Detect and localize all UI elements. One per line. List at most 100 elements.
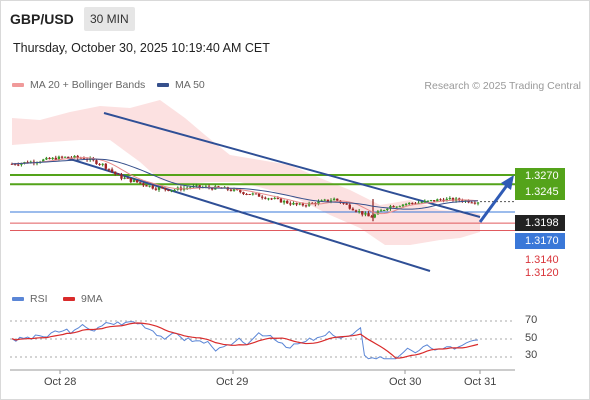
ma50-swatch [157, 83, 169, 88]
candle-body [264, 197, 267, 199]
x-tick-oct31: Oct 31 [464, 376, 497, 388]
x-tick-oct28: Oct 28 [44, 376, 77, 388]
candle-body [67, 156, 70, 158]
level-s2-label: 1.3140 [525, 254, 559, 266]
timeframe-badge[interactable]: 30 MIN [84, 7, 135, 31]
candle-body [401, 204, 405, 207]
candle-body [117, 173, 120, 175]
candle-body [79, 157, 83, 159]
timestamp: Thursday, October 30, 2025 10:19:40 AM C… [13, 41, 270, 55]
candle-body [48, 157, 51, 160]
candle-body [114, 171, 117, 174]
candle-body [151, 185, 154, 189]
candle-body [248, 194, 251, 196]
candle-body [367, 213, 370, 217]
candle-body [411, 202, 414, 204]
candle-body [323, 199, 326, 201]
candle-body [476, 202, 480, 204]
candle-body [242, 192, 245, 194]
candle-body [439, 199, 442, 201]
candle-body [257, 193, 261, 197]
candle-body [423, 200, 427, 203]
rsi-tick-50: 50 [525, 332, 538, 344]
candle-body [60, 156, 64, 158]
candle-body [229, 189, 233, 191]
level-r2-label: 1.3270 [515, 168, 565, 184]
candle-body [57, 156, 61, 161]
candle-body [329, 200, 333, 202]
candle-body [364, 213, 367, 215]
candle-body [173, 189, 176, 191]
candle-body [239, 189, 242, 193]
candle-body [73, 155, 76, 158]
ma50-line [11, 158, 479, 210]
rsi-line [11, 321, 479, 360]
candle-body [320, 200, 323, 202]
current-price-label: 1.3198 [515, 215, 565, 231]
candle-body [251, 193, 255, 195]
candle-body [357, 211, 361, 213]
ma9-swatch [63, 297, 75, 302]
candle-body [185, 187, 189, 189]
candle-body [473, 202, 477, 204]
legend-ma50: MA 50 [157, 79, 205, 91]
candle-body [295, 202, 298, 205]
candle-body [129, 178, 133, 182]
level-r1-label: 1.3245 [515, 184, 565, 200]
candle-body [267, 198, 270, 200]
candle-body [261, 196, 264, 198]
candle-body [45, 157, 48, 160]
candle-body [317, 201, 320, 205]
candle-body [429, 200, 433, 202]
candle-body [245, 193, 248, 195]
candle-body [270, 198, 273, 200]
candle-body [404, 204, 408, 206]
candle-body [342, 202, 345, 204]
candle-body [282, 200, 286, 203]
candle-body [442, 199, 445, 202]
candle-body [420, 202, 423, 204]
candle-body [13, 163, 17, 165]
candle-body [164, 187, 167, 190]
candle-body [392, 206, 395, 208]
candle-body [311, 202, 314, 204]
candle-body [373, 214, 376, 218]
candle-body [254, 193, 258, 195]
candle-body [382, 209, 386, 211]
candle-body [167, 189, 170, 191]
candle-body [395, 206, 398, 208]
candle-body [289, 203, 292, 205]
candle-body [436, 199, 439, 202]
candle-body [217, 186, 220, 188]
candle-body [63, 156, 67, 158]
candle-body [276, 197, 280, 199]
candle-body [51, 157, 54, 160]
x-tick-oct30: Oct 30 [389, 376, 422, 388]
candle-body [386, 208, 389, 210]
legend-ma20: MA 20 + Bollinger Bands [12, 79, 145, 91]
candle-body [157, 187, 161, 190]
candle-body [82, 158, 86, 160]
candle-body [95, 160, 98, 164]
candle-body [189, 187, 192, 189]
level-s3-label: 1.3120 [525, 267, 559, 279]
candle-body [273, 197, 276, 199]
rsi-tick-70: 70 [525, 314, 538, 326]
candle-body [336, 198, 339, 201]
level-s1-label: 1.3170 [515, 233, 565, 249]
candle-body [76, 155, 79, 158]
candle-body [398, 206, 402, 208]
candle-body [110, 169, 114, 172]
candle-body [135, 180, 139, 183]
candle-body [17, 164, 20, 166]
legend-9ma: 9MA [63, 293, 103, 305]
legend-rsi-label: RSI [30, 293, 48, 305]
candle-body [426, 200, 430, 202]
candle-body [54, 157, 57, 161]
candle-body [10, 163, 14, 165]
legend-9ma-label: 9MA [81, 293, 103, 305]
candle-body [451, 198, 455, 201]
candle-body [98, 163, 101, 165]
candle-body [332, 198, 336, 201]
